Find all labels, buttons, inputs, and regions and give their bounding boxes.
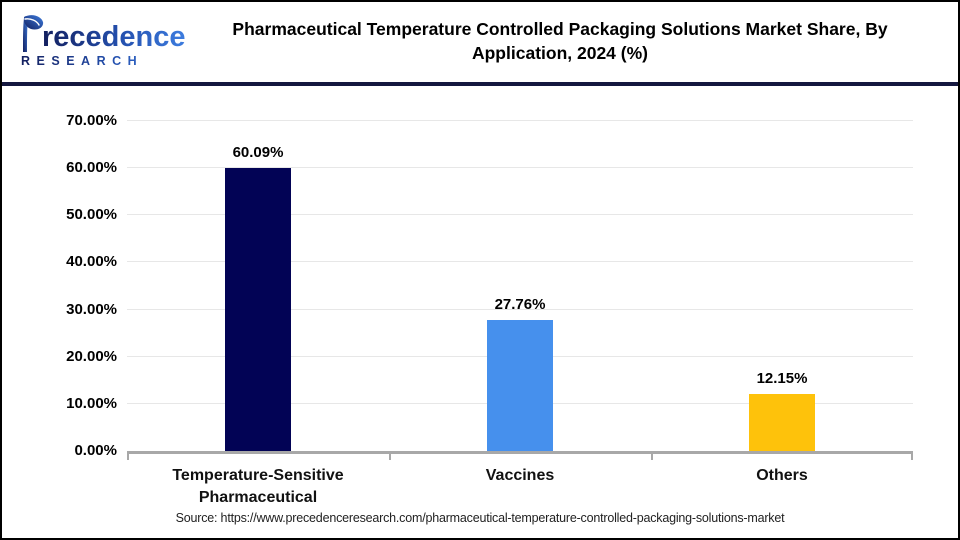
bar-3 [749, 393, 815, 451]
logo-leaf-p-icon [23, 15, 44, 52]
bar-value-label: 12.15% [756, 369, 808, 387]
bar-value-label: 60.09% [232, 143, 284, 161]
bar-group-3: 12.15% [651, 124, 913, 451]
y-axis-label: 20.00% [66, 347, 117, 365]
header: recedence RESEARCH Pharmaceutical Temper… [2, 2, 958, 82]
chart-title-line1: Pharmaceutical Temperature Controlled Pa… [232, 19, 888, 39]
x-axis-tick [389, 454, 391, 460]
y-axis-label: 60.00% [66, 159, 117, 177]
x-axis-category-label: Vaccines [485, 467, 555, 484]
gridline-70 [127, 120, 913, 121]
y-axis-label: 10.00% [66, 394, 117, 412]
chart-title-line2: Application, 2024 (%) [471, 42, 648, 63]
gridline-40 [127, 261, 913, 263]
y-axis-label: 70.00% [66, 112, 117, 129]
logo-subtitle: RESEARCH [21, 54, 188, 68]
bar-chart-plot-area: 0.00% 10.00% 20.00% 30.00% 40.00% 50.00% 60.00… [66, 112, 913, 506]
bar-group-2: 27.76% [389, 124, 651, 451]
y-axis-label: 50.00% [66, 206, 117, 224]
x-axis-tick [651, 454, 653, 460]
gridline-60 [127, 167, 913, 169]
x-axis-category-label: Others [756, 467, 808, 484]
header-divider [2, 82, 958, 86]
chart-title: Pharmaceutical Temperature Controlled Pa… [182, 18, 938, 65]
source-citation: Source: https://www.precedenceresearch.c… [175, 511, 785, 525]
logo-wordmark: recedence [42, 21, 186, 53]
bar-2 [487, 320, 553, 451]
y-axis-label: 40.00% [66, 253, 117, 271]
gridline-30 [127, 308, 913, 310]
x-axis-category-label: Temperature-Sensitive Pharmaceutical [172, 467, 344, 506]
precedence-research-logo: recedence RESEARCH [18, 14, 188, 68]
bar-1 [225, 167, 291, 451]
bar-value-label: 27.76% [494, 296, 546, 314]
x-axis-tick [911, 454, 913, 460]
y-axis-label: 30.00% [66, 300, 117, 318]
bar-group-1: 60.09% [127, 124, 389, 451]
y-axis-label: 0.00% [74, 442, 117, 459]
gridline-50 [127, 214, 913, 216]
x-axis-tick [127, 454, 129, 460]
